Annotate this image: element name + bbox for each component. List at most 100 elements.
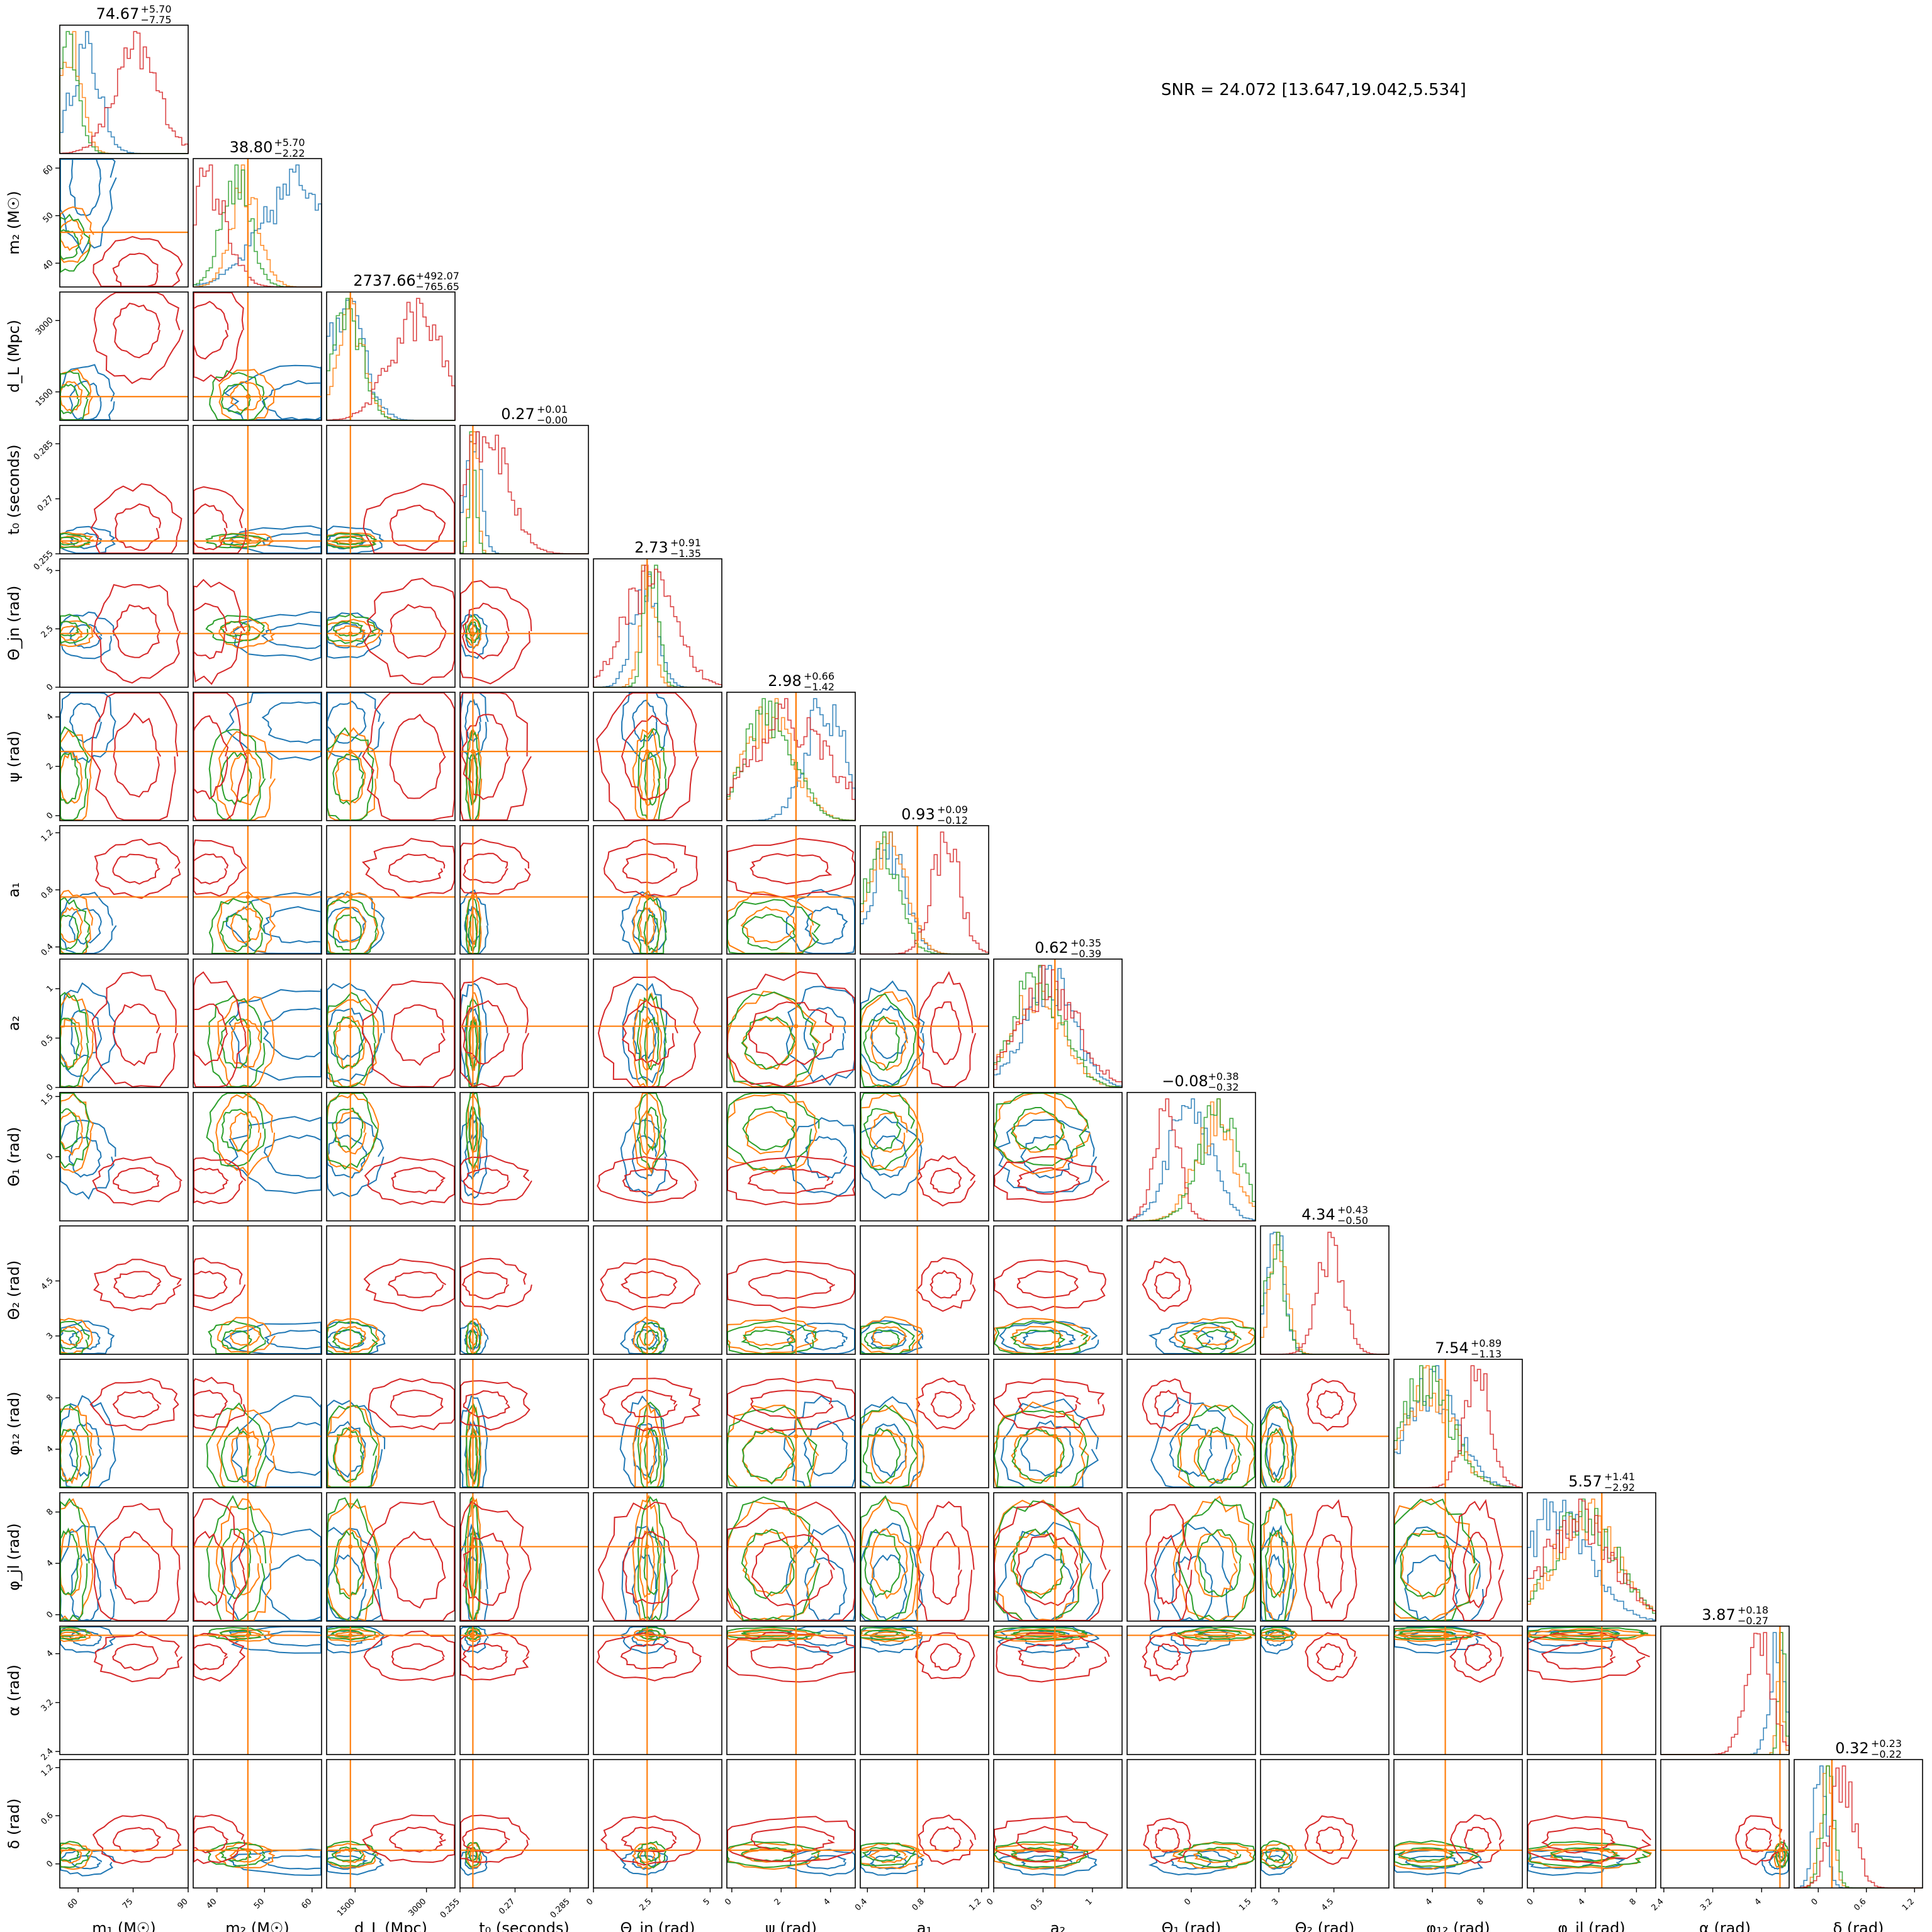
summary-plus: +5.70 (274, 137, 305, 149)
contour-run_orange (469, 1531, 479, 1600)
contour-run_blue (803, 1629, 848, 1647)
panel-frame (726, 1092, 856, 1222)
contour-run_green (465, 1092, 481, 1169)
truth-point (644, 1633, 649, 1638)
contour-run_red (193, 1826, 229, 1853)
contour-run_orange (334, 906, 366, 943)
contour-run_red (1464, 1643, 1492, 1671)
x-axis-label: d_L (Mpc) (354, 1919, 427, 1932)
panel-phi_jl-a1 (860, 1492, 989, 1622)
panel-phi12-m2 (193, 1359, 322, 1488)
x-tick-label: 8 (1628, 1897, 1638, 1907)
truth-point (794, 894, 799, 899)
x-tick-label: 0 (723, 1897, 733, 1907)
contour-run_red (1735, 1815, 1785, 1866)
hist-run_red (1661, 1632, 1790, 1755)
contour-run_green (1177, 1404, 1256, 1488)
contour-run_orange (1192, 1325, 1237, 1346)
panel-theta1-a2 (993, 1092, 1123, 1222)
contour-run_red (460, 1814, 531, 1863)
contour-run_red (389, 504, 446, 551)
panel-alpha-t0 (459, 1626, 589, 1755)
contour-run_green (208, 729, 266, 821)
truth-point (245, 1434, 250, 1439)
contour-run_red (994, 1378, 1105, 1430)
panel-delta-m2: 40 50 60 m₂ (M☉) (193, 1759, 322, 1932)
panel-phi_jl-psi (726, 1492, 856, 1622)
truth-point (348, 894, 353, 899)
x-tick-label: 3.2 (1699, 1897, 1714, 1912)
panel-frame (59, 1626, 189, 1755)
contour-run_green (1397, 1629, 1455, 1637)
panel-frame (1260, 1626, 1390, 1755)
contour-run_green (465, 1403, 481, 1488)
contour-run_red (113, 712, 162, 798)
panel-frame (1393, 1759, 1523, 1889)
y-axis-label: d_L (Mpc) (5, 320, 23, 393)
contour-run_green (332, 1427, 364, 1483)
y-tick-label: 0.285 (32, 439, 55, 462)
contour-run_red (916, 1501, 975, 1621)
contour-run_red (1541, 1827, 1616, 1854)
panel-theta1-a1 (860, 1092, 989, 1222)
x-tick-label: 0.4 (853, 1897, 869, 1912)
panel-a2-a2: 0.62 +0.35−0.39 (993, 937, 1123, 1088)
contour-run_green (465, 997, 481, 1088)
x-tick-label: 4 (1576, 1897, 1587, 1907)
panel-t0-m2 (193, 425, 322, 554)
contour-run_red (1463, 1532, 1492, 1609)
contour-run_green (1009, 1629, 1066, 1638)
contour-run_orange (216, 891, 276, 954)
panel-delta-delta: 0.32 +0.23−0.22 0 0.6 1.2 δ (rad) (1794, 1738, 1923, 1932)
contour-run_blue (1261, 1626, 1295, 1654)
contour-run_blue (787, 1322, 855, 1354)
summary-minus: −0.50 (1337, 1215, 1368, 1227)
contour-run_blue (631, 1554, 658, 1621)
contour-run_red (727, 1155, 856, 1206)
y-tick-label: 4 (45, 1649, 55, 1659)
contour-run_red (193, 692, 248, 821)
panel-theta_jn-dL (326, 558, 456, 688)
contour-run_green (740, 1846, 797, 1862)
x-tick-label: 0.5 (1029, 1897, 1045, 1912)
panel-frame (326, 825, 456, 955)
panel-alpha-m2 (193, 1626, 322, 1755)
contour-run_red (1155, 1827, 1181, 1853)
x-tick-label: 1.2 (967, 1897, 983, 1912)
contour-run_blue (1149, 1626, 1231, 1654)
panel-frame (993, 1492, 1123, 1622)
contour-run_red (918, 1814, 977, 1865)
truth-point (644, 1434, 649, 1439)
truth-point (1443, 1633, 1448, 1638)
contour-run_red (361, 980, 455, 1088)
panel-frame (860, 1225, 989, 1355)
hist-run_red (1527, 1498, 1656, 1621)
panel-a1-m1: 0.4 0.8 1.2 a₁ (5, 825, 189, 958)
contour-run_green (60, 726, 89, 821)
panel-frame (459, 825, 589, 955)
contour-run_green (741, 1427, 795, 1485)
truth-point (470, 1434, 475, 1439)
panel-frame (193, 1359, 322, 1488)
panel-alpha-m1: 2.4 3.2 4 α (rad) (5, 1626, 189, 1763)
contour-run_red (112, 1643, 159, 1671)
contour-run_blue (632, 699, 658, 743)
summary-minus: −0.39 (1070, 948, 1101, 960)
contour-run_green (862, 1846, 901, 1862)
summary-plus: +0.91 (670, 537, 701, 549)
contour-run_red (390, 1390, 444, 1418)
contour-run_red (388, 1271, 447, 1298)
contour-run_red (93, 292, 184, 385)
panel-a1-theta_jn (593, 825, 722, 955)
contour-run_red (461, 1000, 510, 1065)
contour-run_orange (230, 1527, 262, 1595)
contour-run_red (91, 692, 179, 821)
posterior-summary: 4.34 (1301, 1206, 1335, 1223)
hist-run_green (726, 698, 856, 821)
panel-dL-dL: 2737.66 +492.07−765.65 (326, 270, 459, 421)
contour-run_green (741, 1629, 792, 1637)
panel-frame (993, 1225, 1123, 1355)
contour-run_green (206, 1092, 266, 1167)
contour-run_blue (261, 701, 322, 744)
truth-point (1052, 1434, 1057, 1439)
